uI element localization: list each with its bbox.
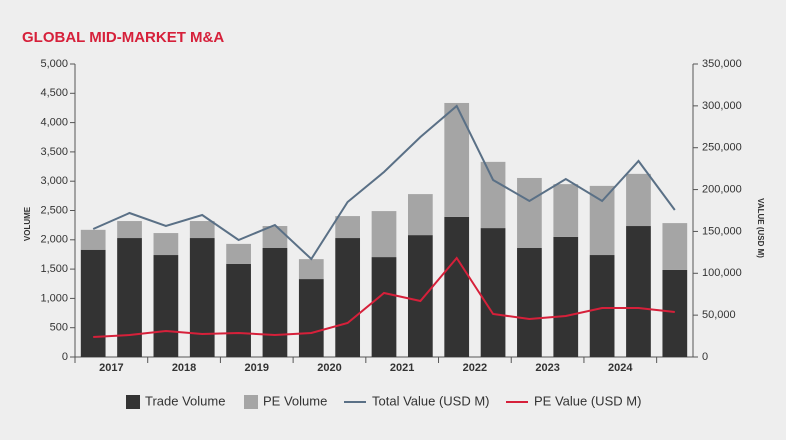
y2-tick-label: 0 xyxy=(702,351,708,363)
line xyxy=(93,256,675,338)
bar xyxy=(480,161,506,229)
y2-axis-title: VALUE (USD M) xyxy=(756,198,765,258)
bar xyxy=(589,185,615,256)
bar xyxy=(80,249,106,357)
legend-label: PE Volume xyxy=(263,393,327,408)
y-tick-label: 2,500 xyxy=(40,204,68,216)
y2-tick-label: 350,000 xyxy=(702,58,742,70)
bar xyxy=(226,243,251,264)
bar xyxy=(298,279,324,357)
bar xyxy=(153,255,179,357)
y-axis-title: VOLUME xyxy=(23,206,32,241)
legend-swatch xyxy=(244,395,258,409)
bar xyxy=(517,177,542,249)
y2-tick-label: 100,000 xyxy=(702,267,742,279)
bar xyxy=(226,263,251,357)
bar xyxy=(298,259,324,280)
bar xyxy=(189,221,215,239)
y-tick-label: 1,500 xyxy=(40,263,68,275)
bar xyxy=(444,216,470,357)
y2-tick-label: 150,000 xyxy=(702,225,742,237)
x-tick-label: 2023 xyxy=(535,362,559,374)
bar xyxy=(335,238,361,357)
y2-tick-label: 50,000 xyxy=(702,309,736,321)
y-tick-label: 4,500 xyxy=(40,87,68,99)
y2-tick-label: 300,000 xyxy=(702,100,742,112)
bar xyxy=(517,248,542,357)
legend-label: Trade Volume xyxy=(145,393,225,408)
bar xyxy=(626,173,651,227)
bar xyxy=(117,221,142,239)
bar xyxy=(444,102,470,217)
x-tick-label: 2022 xyxy=(463,362,487,374)
line xyxy=(92,104,676,261)
y-tick-label: 1,000 xyxy=(40,292,68,304)
bar xyxy=(80,229,106,250)
y2-tick-label: 200,000 xyxy=(702,183,742,195)
bar xyxy=(662,269,688,357)
y-tick-label: 3,000 xyxy=(40,175,68,187)
x-tick-label: 2020 xyxy=(317,362,341,374)
legend-swatch xyxy=(126,395,140,409)
bar xyxy=(407,235,433,357)
y-tick-label: 2,000 xyxy=(40,234,68,246)
y-tick-label: 5,000 xyxy=(40,58,68,70)
legend-label: Total Value (USD M) xyxy=(372,393,490,408)
bar xyxy=(117,238,142,357)
bar xyxy=(480,228,506,357)
bar xyxy=(189,238,215,357)
chart-title: GLOBAL MID-MARKET M&A xyxy=(22,29,224,46)
bar xyxy=(371,257,397,357)
y-tick-label: 4,000 xyxy=(40,117,68,129)
x-tick-label: 2024 xyxy=(608,362,633,374)
bar xyxy=(626,226,651,357)
bar xyxy=(662,223,688,270)
bar xyxy=(371,211,397,258)
y-tick-label: 3,500 xyxy=(40,146,68,158)
x-tick-label: 2021 xyxy=(390,362,414,374)
bar xyxy=(335,216,361,239)
bar xyxy=(553,184,579,237)
x-tick-label: 2017 xyxy=(99,362,123,374)
bar xyxy=(589,255,615,357)
bar xyxy=(153,233,179,256)
bar xyxy=(407,194,433,236)
bar xyxy=(553,236,579,357)
x-tick-label: 2018 xyxy=(172,362,196,374)
x-tick-label: 2019 xyxy=(245,362,269,374)
y-tick-label: 500 xyxy=(50,322,68,334)
legend-label: PE Value (USD M) xyxy=(534,393,641,408)
bar xyxy=(262,248,288,357)
y2-tick-label: 250,000 xyxy=(702,142,742,154)
y-tick-label: 0 xyxy=(62,351,68,363)
